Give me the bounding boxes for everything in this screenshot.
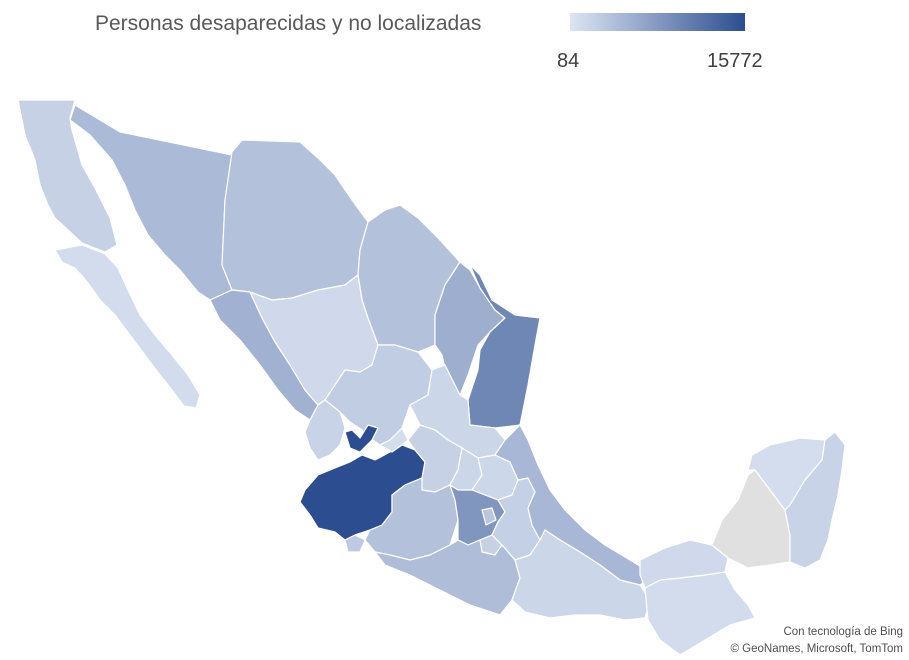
state-tabasco[interactable]: [639, 539, 729, 589]
legend-min-label: 84: [557, 50, 580, 72]
state-quintana-roo[interactable]: [784, 431, 846, 569]
attribution-line-2: © GeoNames, Microsoft, TomTom: [730, 643, 904, 655]
state-colima[interactable]: [344, 534, 366, 553]
state-ciudad-de-mexico[interactable]: [481, 507, 497, 526]
state-nayarit[interactable]: [304, 399, 346, 461]
state-guerrero[interactable]: [374, 539, 521, 616]
legend-title: Personas desaparecidas y no localizadas: [95, 12, 482, 35]
attribution-line-1: Con tecnología de Bing: [783, 626, 903, 638]
legend-gradient-bar: [570, 13, 745, 31]
legend-max-label: 15772: [707, 50, 763, 72]
state-baja-california[interactable]: [17, 99, 118, 253]
state-chihuahua[interactable]: [221, 139, 369, 301]
state-baja-california-sur[interactable]: [54, 244, 201, 409]
